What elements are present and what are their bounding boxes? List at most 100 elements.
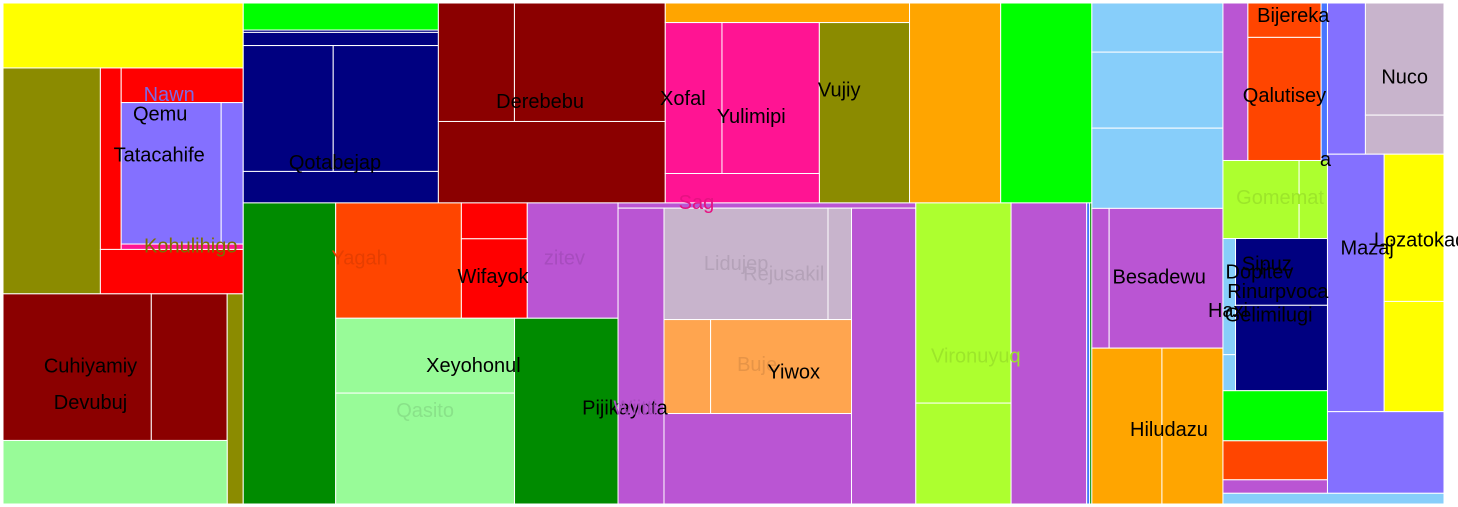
treemap-tile [1326,153,1385,413]
treemap-label: Bijereka [1257,5,1330,27]
treemap-tile [1222,390,1328,442]
treemap-label: Xofal [660,88,706,110]
treemap-tile [827,207,852,321]
treemap-tile [2,293,152,441]
treemap-label: Wiitti [613,398,656,420]
treemap-tile [514,317,619,505]
treemap-tile [915,402,1012,505]
treemap-tile [915,202,1012,404]
treemap-tile [335,317,516,394]
treemap-label: Nuco [1381,66,1428,88]
treemap-label: Xeyohonul [426,355,521,377]
treemap-tile [710,319,852,415]
treemap-tile [1383,153,1445,302]
treemap-label: Qotabejap [289,152,381,174]
treemap-tile [242,2,439,31]
treemap-tile [242,45,334,172]
treemap-tile [663,413,852,505]
treemap-tile [150,293,228,441]
treemap-tile [220,102,244,245]
treemap-tile [1222,354,1237,392]
treemap-label: Vujiy [818,79,861,101]
treemap-label: Lozatokad [1374,229,1458,251]
treemap-tile [460,202,528,240]
treemap-label: Sipuz [1242,254,1292,276]
treemap-tile [1000,2,1093,204]
treemap-tile [226,293,244,505]
treemap-label: Dopitev [1226,262,1294,284]
treemap-label: Haxi [1208,300,1248,322]
treemap-tile [242,202,337,505]
treemap-tile [818,22,911,204]
treemap-label: Kohulihigo [144,236,237,258]
treemap-tile [1091,207,1110,349]
treemap-tile [1222,440,1328,481]
treemap-label: Vironuyuq [931,345,1021,367]
treemap-tile [2,439,228,505]
treemap-label: zitev [544,248,585,270]
treemap-tile [460,238,528,319]
treemap-tile [1010,202,1088,505]
treemap-tile [1091,2,1224,53]
treemap-tile [1326,411,1445,494]
treemap-label: a [1320,149,1332,171]
treemap-label: Yiwox [767,361,820,383]
treemap-tile [99,248,244,295]
treemap-tile [2,67,101,295]
treemap-tile [242,170,439,204]
treemap-label: Buje [737,354,777,376]
treemap-tile [721,22,820,175]
treemap-tile [1091,127,1224,209]
treemap-tile [1235,304,1328,392]
treemap-tile [120,67,244,104]
treemap-tile [1235,238,1328,306]
treemap-tile [1108,207,1224,349]
treemap-label: Besadewu [1113,267,1206,289]
treemap-tile [1222,492,1445,505]
treemap-label: Pijikayota [582,398,668,420]
treemap-label: Gomemat [1236,187,1324,209]
treemap-tile [664,2,911,24]
treemap-tile [1222,159,1300,240]
treemap-label: Lidujep [704,253,769,275]
treemap-tile [335,392,516,505]
treemap-tile [1298,159,1328,240]
treemap-tile [1364,114,1445,155]
treemap-tile [120,102,222,245]
treemap-label: Wifayok [457,266,529,288]
treemap-tile [332,45,439,172]
treemap-label: Cuhiyamiy [44,355,137,377]
treemap-label: Derebebu [496,91,584,113]
treemap-label: Sag [679,192,715,214]
treemap-tile [335,202,462,319]
treemap-label: Yulimipi [717,106,786,128]
treemap-tile [526,202,619,319]
treemap-tile [1326,2,1366,155]
treemap-label: Rinurpvoca [1227,281,1329,303]
treemap-tile [1383,300,1445,413]
labels-layer: Qemu Tatacahife Nawn Kohulihigo Cuhiyamiy Dev… [44,5,1458,441]
treemap-label: Qalutisey [1243,85,1326,107]
treemap-label: Yagah [331,248,387,270]
treemap-tile [437,2,515,122]
treemap-tile [437,120,666,204]
treemap-label: Tatacahife [114,145,205,167]
treemap-label: Hiludazu [1130,419,1208,441]
treemap-tile [1091,51,1224,129]
treemap-tile [663,319,712,415]
treemap-label: Qasito [396,400,454,422]
treemap-label: Qemu [133,104,187,126]
treemap-tile [242,31,439,47]
treemap-tile [909,2,1002,204]
treemap-label: Nawn [144,84,195,106]
treemap-tile [1247,36,1322,161]
treemap-tile [617,202,917,209]
treemap-label: Mazaj [1340,238,1393,260]
treemap-label: Gelimilugi [1225,305,1313,327]
treemap-tile [850,207,917,505]
treemap-label: Devubuj [54,392,127,414]
treemap-tile [617,207,665,505]
treemap-tile [1222,479,1328,494]
